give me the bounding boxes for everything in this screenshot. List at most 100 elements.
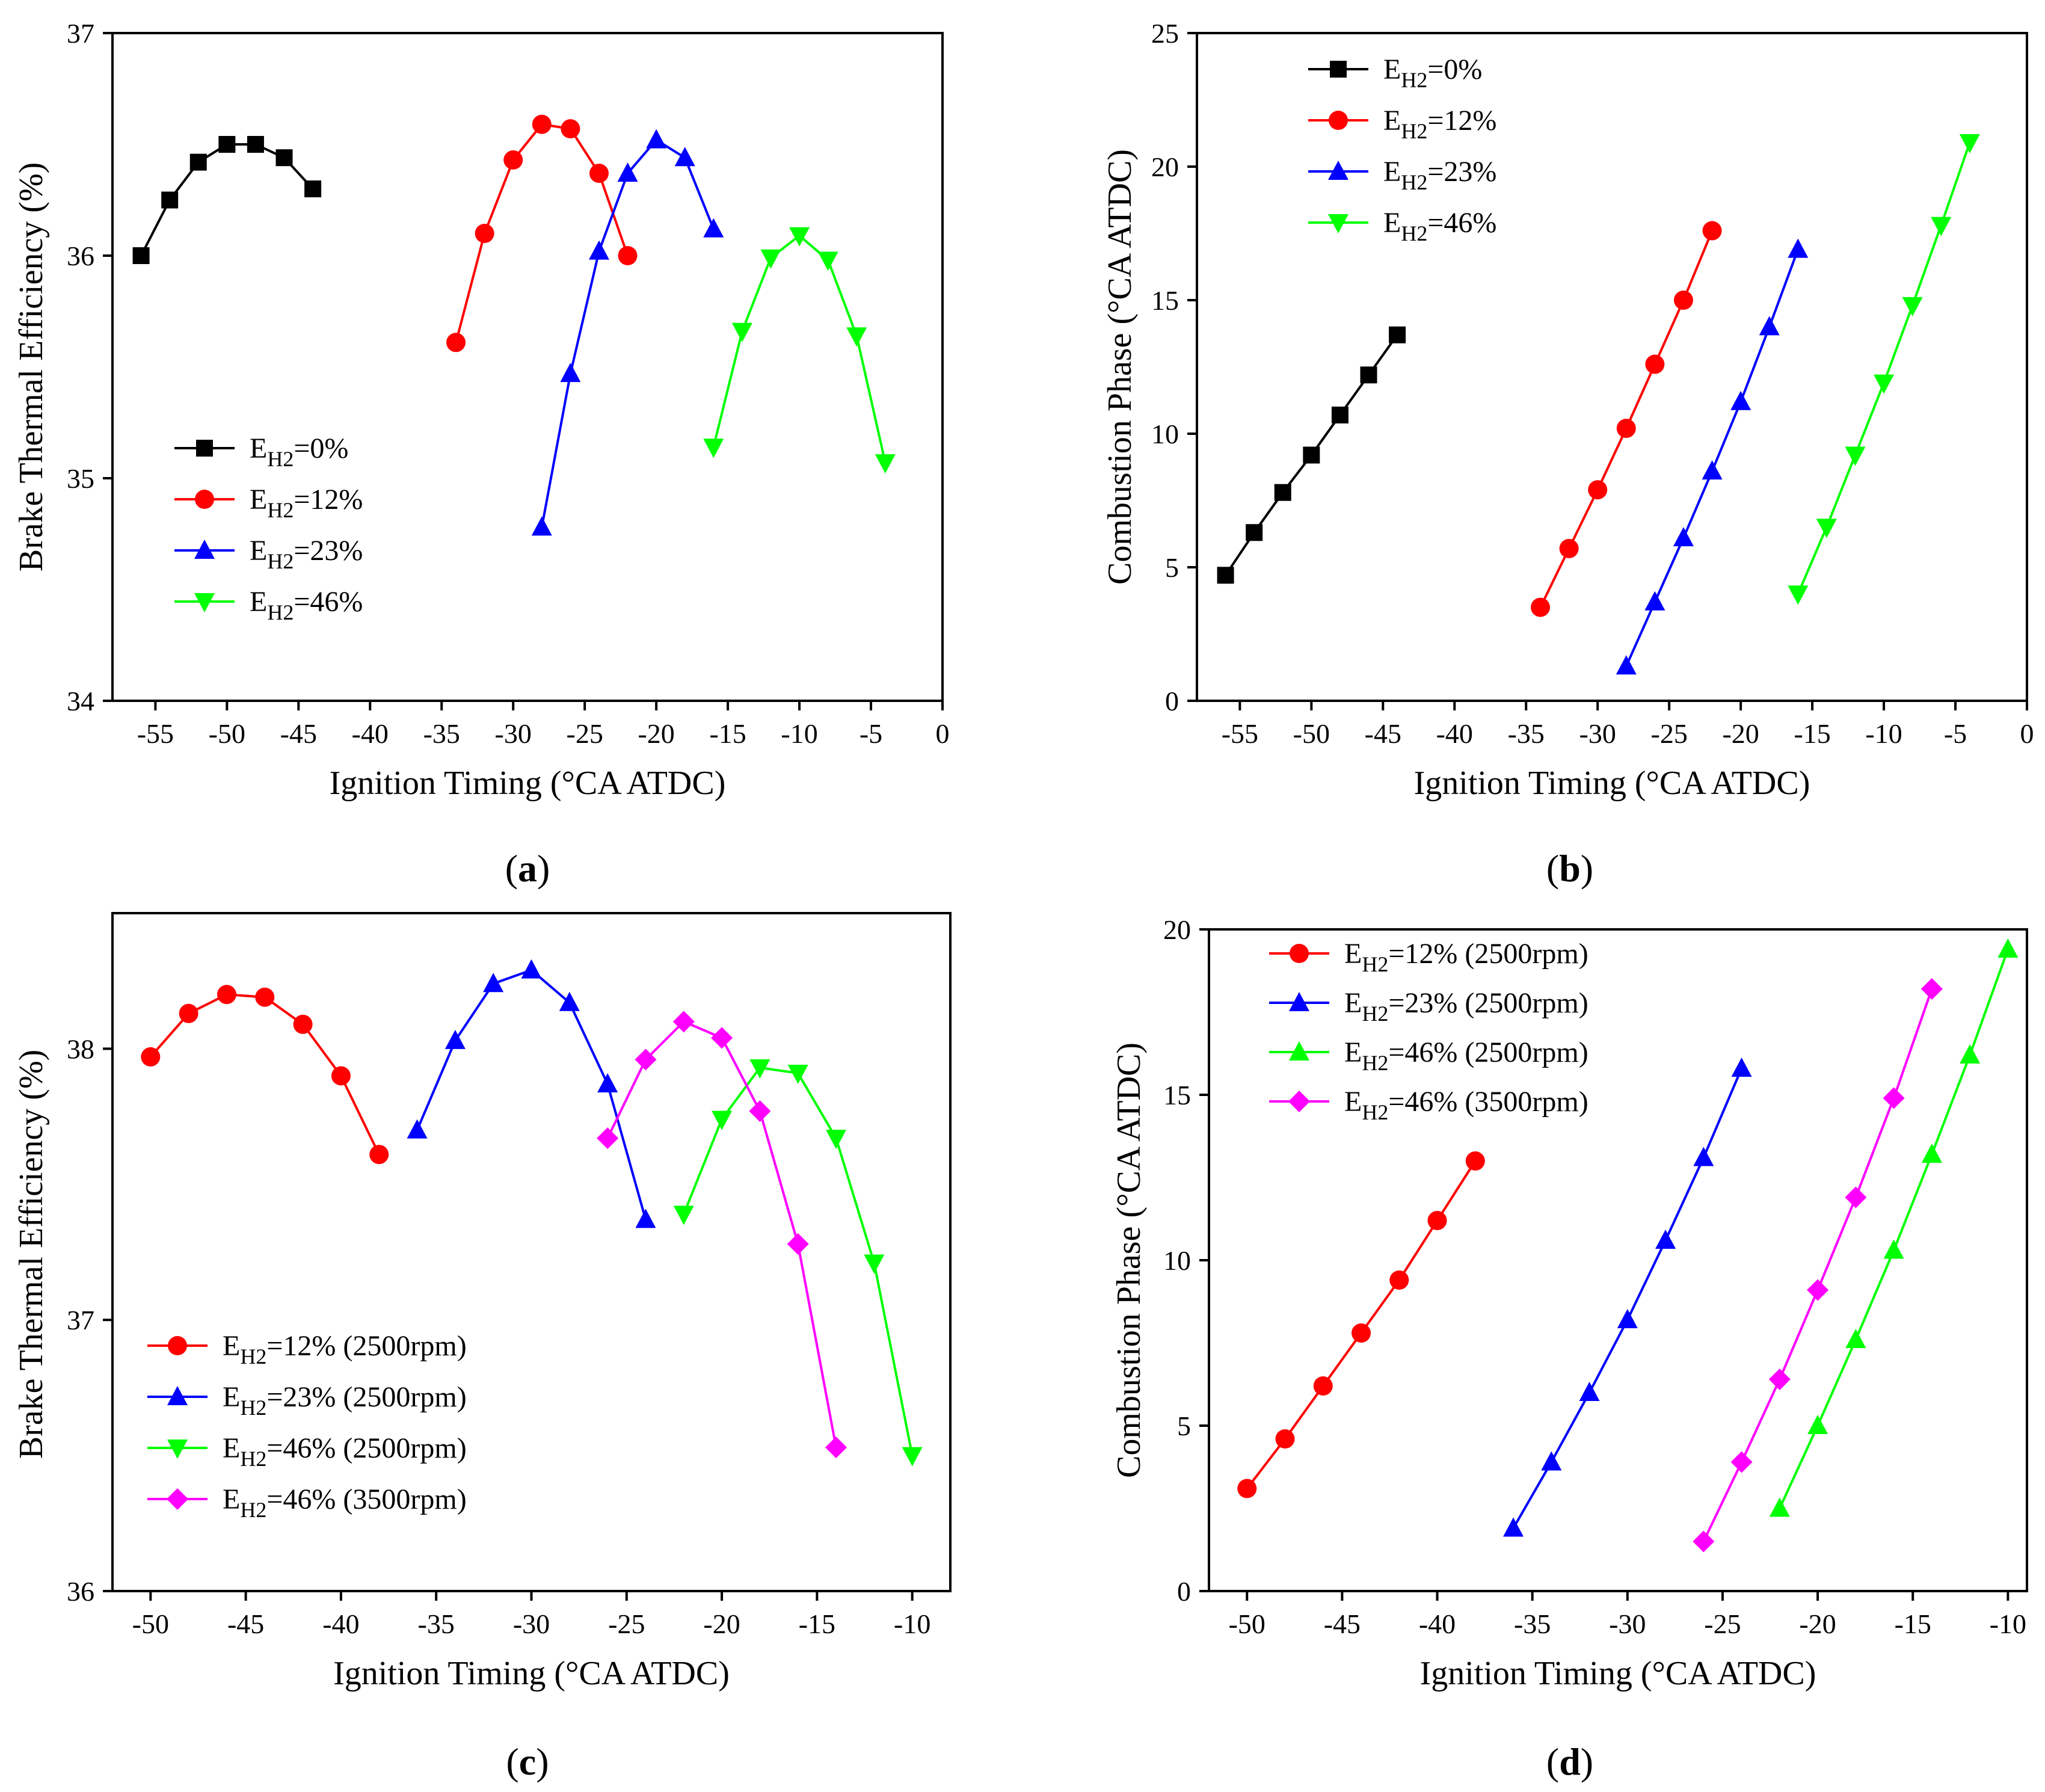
x-tick-label: -35 bbox=[418, 1609, 455, 1639]
data-point bbox=[1883, 1087, 1905, 1109]
legend-label: EH2=0% bbox=[1383, 54, 1482, 92]
data-point bbox=[1503, 1517, 1524, 1537]
data-point bbox=[1807, 1415, 1828, 1434]
data-point bbox=[1702, 221, 1722, 241]
legend-marker bbox=[1328, 214, 1348, 233]
legend-entry: EH2=23% bbox=[174, 535, 363, 573]
series-E_H2=23% bbox=[1616, 238, 1809, 675]
data-point bbox=[760, 249, 781, 269]
data-point bbox=[1816, 519, 1837, 538]
data-point bbox=[531, 516, 552, 536]
data-point bbox=[1427, 1211, 1447, 1230]
data-point bbox=[731, 322, 752, 342]
legend-entry: EH2=12% bbox=[1308, 105, 1496, 143]
y-tick-label: 34 bbox=[67, 686, 94, 716]
data-point bbox=[407, 1119, 428, 1139]
data-point bbox=[825, 1436, 847, 1459]
data-point bbox=[864, 1254, 885, 1274]
x-tick-label: -40 bbox=[1419, 1609, 1456, 1639]
series-E_H2=46% bbox=[703, 227, 896, 474]
legend-entry: EH2=0% bbox=[174, 433, 348, 471]
data-point bbox=[1768, 1369, 1791, 1390]
data-point bbox=[1616, 419, 1636, 439]
data-point bbox=[475, 224, 494, 243]
data-point bbox=[1217, 567, 1234, 584]
legend-label: EH2=12% (2500rpm) bbox=[223, 1330, 467, 1369]
data-point bbox=[588, 240, 609, 260]
data-point bbox=[589, 164, 609, 183]
legend-label: EH2=46% bbox=[250, 586, 363, 624]
data-point bbox=[789, 227, 810, 247]
series-E_H2=12% (2500rpm) bbox=[141, 985, 389, 1165]
x-tick-label: -20 bbox=[1799, 1609, 1836, 1639]
legend-marker bbox=[195, 490, 214, 509]
y-tick-label: 20 bbox=[1163, 914, 1191, 945]
legend-marker bbox=[1328, 161, 1348, 180]
y-tick-label: 35 bbox=[67, 463, 94, 494]
data-point bbox=[1845, 446, 1866, 466]
x-axis-label: Ignition Timing (°CA ATDC) bbox=[330, 765, 726, 802]
plot-frame bbox=[1208, 928, 2028, 1592]
series-line bbox=[416, 968, 647, 1220]
y-tick-label: 10 bbox=[1151, 419, 1179, 449]
chart-panel-b: -55 -50 -45 -40 -35 -30 -25 -20 -15 -10 -5 00510152… bbox=[1101, 18, 2034, 890]
data-point bbox=[1960, 1044, 1981, 1064]
legend-label: EH2=12% bbox=[250, 484, 363, 522]
legend-label: EH2=23% (2500rpm) bbox=[223, 1381, 467, 1420]
data-point bbox=[1352, 1323, 1371, 1343]
data-point bbox=[331, 1066, 351, 1086]
data-point bbox=[817, 251, 838, 271]
x-tick-label: -25 bbox=[567, 718, 603, 749]
x-tick-label: -10 bbox=[1990, 1609, 2026, 1639]
data-point bbox=[1655, 1230, 1676, 1249]
data-point bbox=[1303, 446, 1320, 464]
data-point bbox=[369, 1145, 389, 1165]
data-point bbox=[1645, 354, 1665, 374]
x-tick-label: -30 bbox=[1579, 718, 1616, 749]
data-point bbox=[902, 1447, 923, 1467]
data-point bbox=[787, 1064, 808, 1084]
data-point bbox=[141, 1047, 161, 1067]
data-point bbox=[1531, 597, 1551, 617]
x-tick-label: -5 bbox=[860, 718, 882, 749]
data-point bbox=[1559, 538, 1579, 558]
series-line bbox=[606, 1020, 838, 1448]
legend-entry: EH2=12% (2500rpm) bbox=[1269, 938, 1588, 976]
legend-marker bbox=[1288, 1091, 1310, 1112]
x-tick-label: -10 bbox=[1865, 718, 1902, 749]
data-point bbox=[532, 114, 552, 134]
data-point bbox=[618, 246, 638, 265]
data-point bbox=[1921, 1144, 1942, 1163]
y-tick-label: 15 bbox=[1163, 1080, 1191, 1110]
x-tick-label: -35 bbox=[1514, 1609, 1551, 1639]
data-point bbox=[1959, 134, 1980, 154]
x-tick-label: -10 bbox=[894, 1609, 930, 1639]
legend-marker bbox=[167, 1488, 188, 1510]
data-point bbox=[673, 1205, 694, 1225]
x-tick-label: 0 bbox=[2020, 718, 2034, 749]
y-tick-label: 36 bbox=[67, 1576, 94, 1607]
x-tick-label: -50 bbox=[209, 718, 245, 749]
x-tick-label: -45 bbox=[227, 1609, 264, 1639]
y-tick-label: 0 bbox=[1165, 686, 1179, 716]
series-E_H2=12% (2500rpm) bbox=[1237, 1151, 1485, 1498]
data-point bbox=[161, 191, 179, 209]
legend-marker bbox=[167, 1439, 188, 1459]
data-point bbox=[1588, 480, 1608, 500]
data-point bbox=[846, 327, 867, 347]
data-point bbox=[1883, 1239, 1904, 1259]
data-point bbox=[1845, 1329, 1866, 1348]
x-axis-label: Ignition Timing (°CA ATDC) bbox=[1414, 765, 1810, 802]
data-point bbox=[255, 987, 275, 1007]
series-E_H2=46% (3500rpm) bbox=[1693, 978, 1943, 1553]
legend-marker bbox=[196, 440, 213, 457]
panel-label: (c) bbox=[506, 1740, 549, 1783]
data-point bbox=[1693, 1530, 1715, 1553]
data-point bbox=[560, 363, 581, 383]
data-point bbox=[1874, 374, 1895, 394]
data-point bbox=[1997, 938, 2019, 958]
y-tick-label: 20 bbox=[1151, 152, 1179, 182]
data-point bbox=[189, 153, 207, 171]
legend-entry: EH2=46% bbox=[1308, 207, 1496, 245]
data-point bbox=[1246, 524, 1263, 541]
